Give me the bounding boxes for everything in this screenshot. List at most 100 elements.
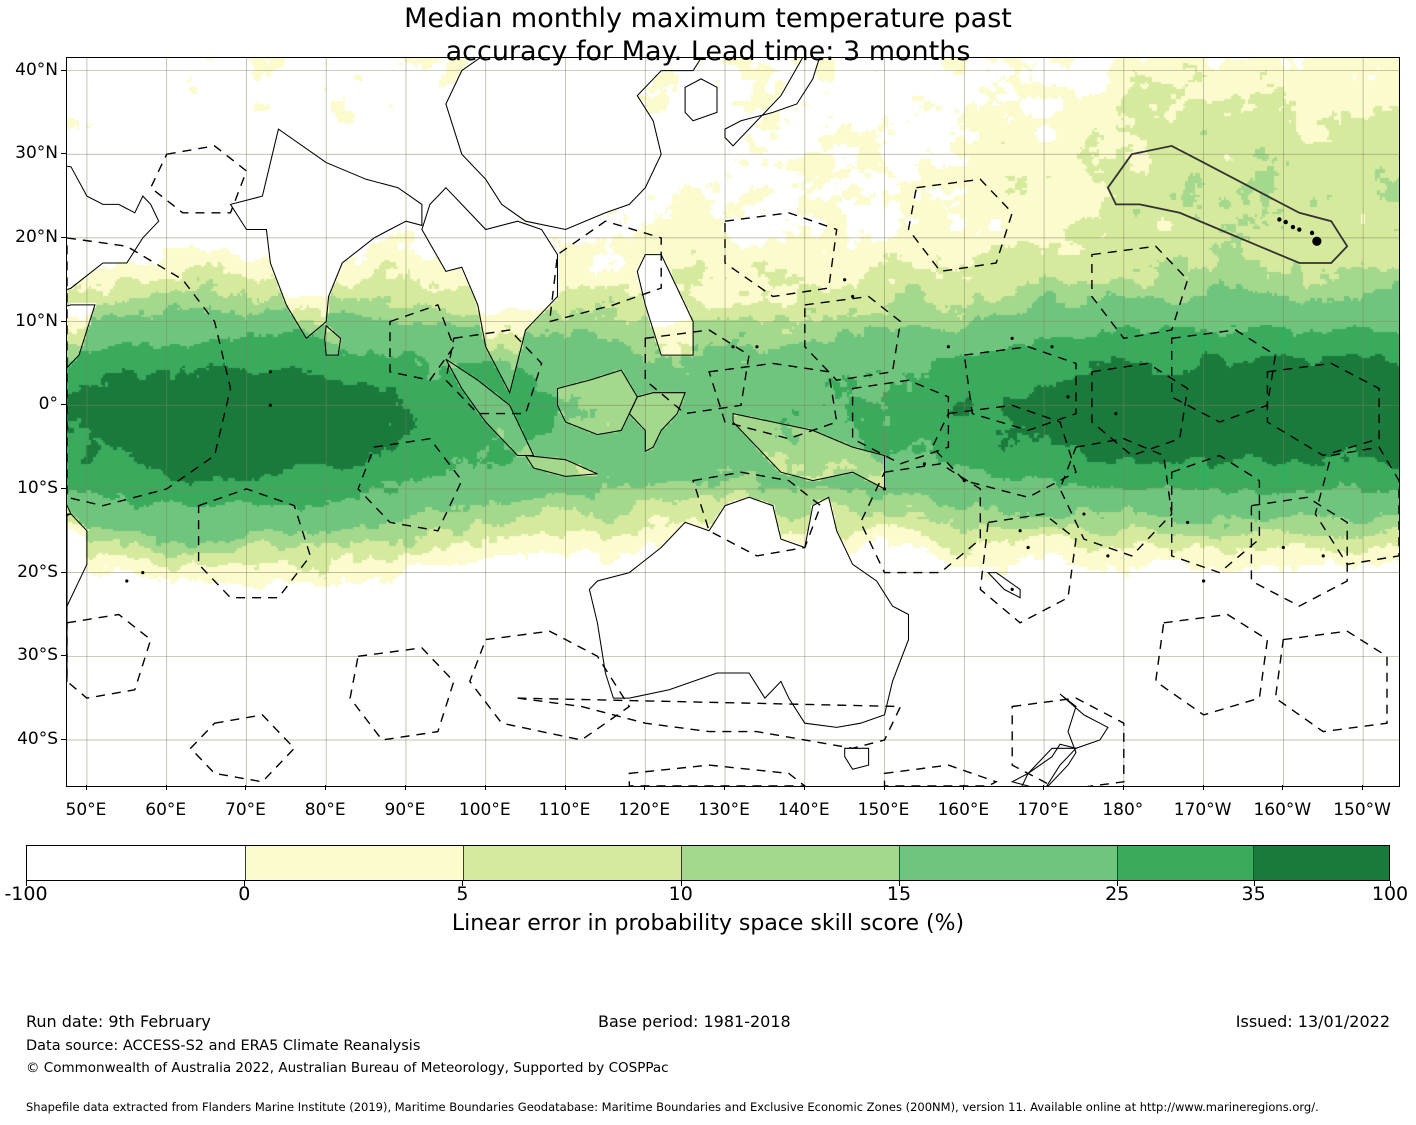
island-marker-6 — [1106, 554, 1110, 558]
island-marker-2 — [1050, 345, 1054, 349]
y-tick-mark-5 — [61, 487, 66, 489]
island-marker-0 — [946, 345, 950, 349]
y-tick-label-5: 10°S — [17, 477, 58, 498]
x-tick-mark-3 — [325, 785, 327, 790]
colorbar-tick-mark-0 — [26, 881, 27, 886]
eez-boundary-2 — [357, 437, 463, 532]
coastline-nz — [1021, 693, 1109, 786]
coastline-java — [524, 454, 598, 477]
colorbar-tick-1: 0 — [238, 883, 251, 905]
x-tick-label-12: 170°E — [1017, 800, 1069, 820]
coastline-borneo — [556, 369, 638, 436]
x-tick-mark-0 — [85, 785, 87, 790]
map-plot-area[interactable] — [66, 57, 1400, 787]
coastline-madagascar — [67, 513, 88, 608]
y-tick-label-4: 0° — [38, 394, 58, 415]
y-tick-mark-8 — [61, 738, 66, 740]
y-tick-label-8: 40°S — [17, 728, 58, 749]
eez-boundary-5 — [692, 471, 822, 557]
colorbar-tick-mark-4 — [898, 881, 900, 886]
eez-boundary-20 — [804, 295, 902, 381]
island-marker-5 — [1082, 512, 1086, 516]
island-marker-3 — [1066, 395, 1070, 399]
island-marker-13 — [882, 487, 887, 491]
hawaii-island-3 — [1297, 227, 1302, 232]
y-tick-label-0: 40°N — [15, 59, 58, 80]
coastline-philippines — [636, 254, 694, 356]
eez-boundary-30 — [1011, 697, 1125, 786]
eez-boundary-31 — [1154, 613, 1269, 716]
y-tick-mark-3 — [61, 320, 66, 322]
island-marker-12 — [1321, 554, 1325, 558]
hawaii-eez-boundary — [1106, 144, 1349, 264]
colorbar-title: Linear error in probability space skill … — [451, 911, 965, 936]
y-tick-mark-2 — [61, 236, 66, 238]
y-tick-label-6: 20°S — [17, 561, 58, 582]
eez-boundary-12 — [931, 404, 1077, 499]
coastline-arabia — [67, 165, 160, 291]
y-tick-label-1: 30°N — [15, 143, 58, 164]
island-marker-22 — [268, 403, 272, 407]
island-marker-7 — [1026, 545, 1030, 550]
x-tick-label-13: 180° — [1102, 800, 1144, 820]
footer-shapefile-credit: Shapefile data extracted from Flanders M… — [26, 1100, 1319, 1114]
eez-boundary-23 — [445, 329, 543, 415]
y-tick-label-2: 20°N — [15, 226, 58, 247]
eez-boundary-24 — [389, 304, 455, 381]
colorbar-tick-4: 15 — [886, 883, 912, 905]
eez-boundary-32 — [1274, 630, 1388, 733]
island-marker-16 — [1018, 529, 1022, 533]
x-tick-mark-16 — [1362, 785, 1364, 790]
coastline-india — [229, 128, 423, 340]
eez-boundary-19 — [644, 329, 750, 415]
hawaii-island-0 — [1277, 217, 1282, 222]
y-tick-label-3: 10°N — [15, 310, 58, 331]
colorbar-tick-mark-7 — [1390, 881, 1391, 886]
footer-base-period: Base period: 1981-2018 — [598, 1012, 791, 1031]
coastline-newcal — [986, 572, 1021, 599]
coastline-srilanka — [324, 324, 342, 356]
y-tick-mark-1 — [61, 153, 66, 155]
coastline-australia — [588, 496, 910, 728]
island-marker-10 — [1201, 579, 1206, 583]
x-tick-mark-9 — [803, 785, 805, 790]
colorbar[interactable] — [26, 845, 1390, 881]
eez-boundary-27 — [149, 145, 248, 214]
island-marker-17 — [843, 278, 847, 282]
x-tick-label-2: 70°E — [225, 800, 266, 820]
x-tick-mark-1 — [165, 785, 167, 790]
eez-boundary-25 — [1091, 245, 1189, 340]
footer-data-source: Data source: ACCESS-S2 and ERA5 Climate … — [26, 1038, 421, 1054]
colorbar-segment-4 — [898, 846, 1117, 880]
x-tick-mark-10 — [883, 785, 885, 790]
colorbar-segment-3 — [680, 846, 899, 880]
x-tick-mark-5 — [484, 785, 486, 790]
map-overlay-layer — [67, 58, 1399, 786]
coastline-seasia — [421, 186, 559, 395]
x-tick-label-0: 50°E — [65, 800, 107, 820]
hawaii-island-1 — [1283, 219, 1288, 225]
x-tick-label-4: 90°E — [384, 800, 426, 820]
eez-boundary-9 — [1171, 454, 1261, 574]
island-marker-4 — [1114, 412, 1118, 416]
island-marker-9 — [1186, 520, 1190, 525]
x-tick-label-8: 130°E — [698, 800, 750, 820]
island-marker-1 — [1010, 336, 1014, 340]
colorbar-tick-3: 10 — [668, 883, 693, 905]
y-tick-mark-6 — [61, 571, 66, 573]
hawaii-island-2 — [1290, 224, 1296, 230]
coastline-japan — [724, 58, 820, 147]
x-tick-mark-6 — [564, 785, 566, 790]
colorbar-tick-mark-1 — [244, 881, 246, 886]
island-marker-19 — [755, 345, 759, 349]
eez-boundary-26 — [907, 178, 1013, 273]
eez-boundary-14 — [708, 362, 838, 440]
x-tick-mark-14 — [1202, 785, 1204, 790]
footer-run-date: Run date: 9th February — [26, 1012, 211, 1031]
eez-boundary-35 — [349, 647, 455, 741]
x-tick-mark-7 — [644, 785, 646, 790]
x-tick-mark-2 — [245, 785, 247, 790]
x-tick-mark-4 — [404, 785, 406, 790]
eez-boundary-22 — [724, 212, 838, 298]
